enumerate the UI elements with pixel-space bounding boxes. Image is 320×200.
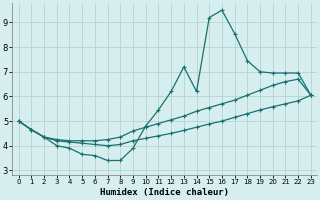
X-axis label: Humidex (Indice chaleur): Humidex (Indice chaleur) [100,188,229,197]
